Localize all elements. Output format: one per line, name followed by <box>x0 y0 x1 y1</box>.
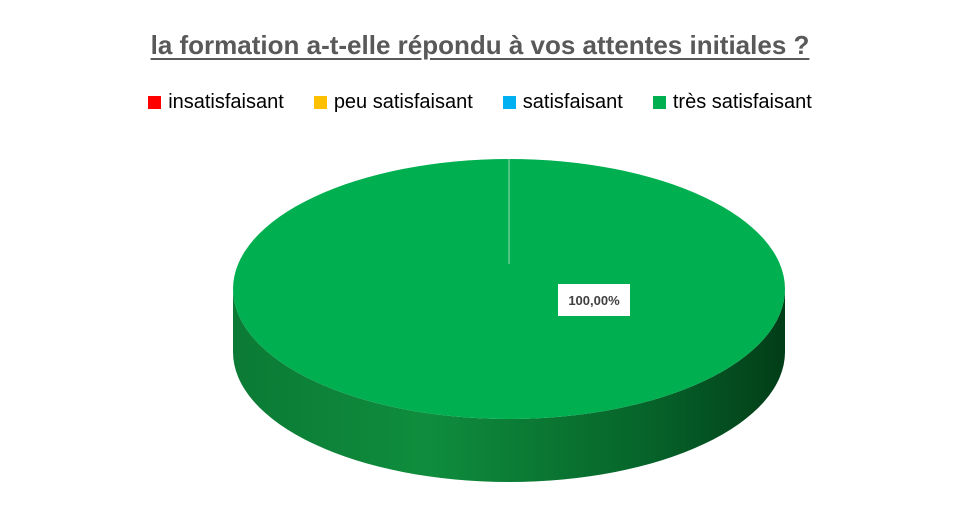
legend-item-satisfaisant: satisfaisant <box>502 91 623 114</box>
legend-label: très satisfaisant <box>672 91 812 113</box>
legend-label: insatisfaisant <box>168 91 284 113</box>
legend-swatch <box>313 96 327 109</box>
pie-slice-tres-satisfaisant <box>233 159 785 419</box>
pie-slice-tres-satisfaisant-side <box>233 289 785 482</box>
legend-swatch <box>652 96 666 109</box>
legend-item-tres-satisfaisant: très satisfaisant <box>652 91 812 114</box>
legend: insatisfaisant peu satisfaisant satisfai… <box>0 91 960 114</box>
data-label: 100,00% <box>558 284 630 316</box>
legend-item-insatisfaisant: insatisfaisant <box>148 91 284 114</box>
chart-title: la formation a-t-elle répondu à vos atte… <box>150 30 810 60</box>
legend-label: satisfaisant <box>522 91 623 113</box>
legend-swatch <box>502 96 516 109</box>
legend-item-peu-satisfaisant: peu satisfaisant <box>313 91 473 114</box>
legend-swatch <box>148 96 162 109</box>
legend-label: peu satisfaisant <box>333 91 473 113</box>
